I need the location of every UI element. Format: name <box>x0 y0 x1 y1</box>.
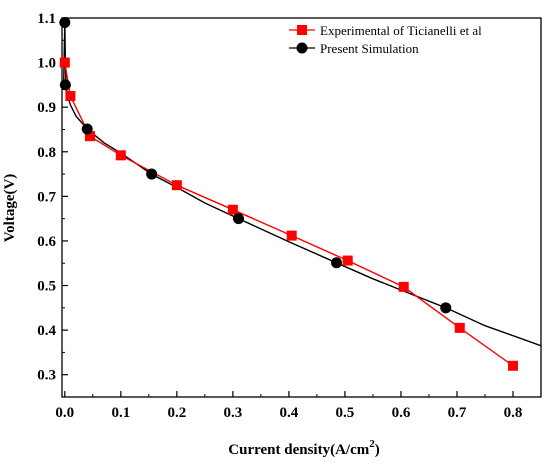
x-tick-label: 0.0 <box>55 405 74 421</box>
simulation-point <box>146 168 158 180</box>
experimental-point <box>454 322 465 333</box>
experimental-point <box>85 131 96 142</box>
simulation-point <box>59 79 71 91</box>
experimental-point <box>171 180 182 191</box>
simulation-point <box>232 213 244 225</box>
simulation-point <box>81 123 93 135</box>
x-axis-title-close: ) <box>375 442 380 458</box>
simulation-point <box>331 257 343 269</box>
legend-label-experimental: Experimental of Ticianelli et al <box>320 23 482 38</box>
y-tick-label: 0.7 <box>37 189 56 205</box>
simulation-point <box>440 302 452 314</box>
x-tick-label: 0.4 <box>280 405 299 421</box>
x-tick-label: 0.3 <box>223 405 242 421</box>
x-tick-label: 0.8 <box>504 405 523 421</box>
x-tick-label: 0.5 <box>336 405 355 421</box>
x-tick-label: 0.2 <box>167 405 186 421</box>
simulation-point <box>59 16 71 28</box>
y-tick-label: 0.6 <box>37 234 56 250</box>
experimental-point <box>115 150 126 161</box>
y-tick-label: 0.4 <box>37 323 56 339</box>
x-axis-title-superscript: 2 <box>369 438 375 450</box>
experimental-point <box>227 204 238 215</box>
y-axis-title: Voltage(V) <box>2 174 18 243</box>
y-tick-label: 1.1 <box>37 11 56 27</box>
x-axis-title-main: Current density(A/cm <box>228 442 369 458</box>
legend-marker-experimental <box>297 25 307 35</box>
experimental-point <box>507 360 518 371</box>
simulation-line <box>63 22 541 347</box>
y-tick-label: 0.5 <box>37 279 56 295</box>
x-tick-label: 0.7 <box>448 405 467 421</box>
x-tick-label: 0.1 <box>111 405 130 421</box>
experimental-line <box>64 62 514 367</box>
legend: Experimental of Ticianelli et al Present… <box>289 23 482 56</box>
y-tick-label: 0.3 <box>37 368 56 384</box>
experimental-point <box>65 91 76 102</box>
x-axis-title: Current density(A/cm2) <box>228 438 379 458</box>
experimental-point <box>342 255 353 266</box>
axes <box>61 17 542 398</box>
x-tick-label: 0.6 <box>392 405 411 421</box>
y-tick-label: 0.8 <box>37 145 56 161</box>
legend-marker-simulation <box>296 42 308 54</box>
experimental-point <box>59 57 70 68</box>
y-tick-label: 1.0 <box>37 56 56 72</box>
series-layer <box>59 16 541 371</box>
legend-label-simulation: Present Simulation <box>320 41 419 56</box>
y-tick-label: 0.9 <box>37 100 56 116</box>
experimental-point <box>398 281 409 292</box>
plot-frame <box>61 17 542 398</box>
experimental-point <box>286 230 297 241</box>
x-axis-ticks: 0.0 0.1 0.2 0.3 0.4 0.5 0.6 0.7 0.8 <box>55 391 522 421</box>
y-axis-ticks: 0.3 0.4 0.5 0.6 0.7 0.8 0.9 1.0 1.1 <box>37 11 68 384</box>
